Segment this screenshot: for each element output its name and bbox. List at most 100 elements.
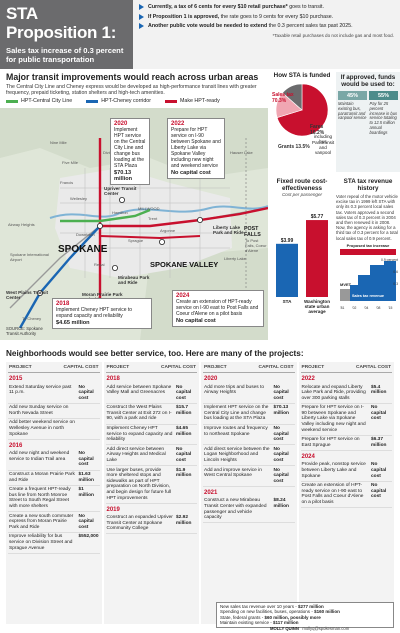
fixed-bar-label: STA [282,299,292,304]
source-note: SOURCE: Spokane Transit Authority [6,326,43,336]
project-cost: $6.37 million [371,437,387,448]
year-heading: 2020 [204,376,218,382]
project-cost: No capital cost [176,446,192,464]
label-west-plains: West Plains Transit Center [6,290,49,300]
route-central-city-line [60,208,151,223]
project-text: Relocate and expand Liberty Lake Park an… [301,384,366,401]
table-row: Add and improve service in West Central … [203,466,295,487]
table-row: Construct a new Mirabeau Transit Center … [203,497,295,524]
pie-label-fares: Fares 16.2% [310,124,325,136]
header-project: PROJECT [106,365,130,370]
table-row: Prepare for HPT service on East Sprague $… [300,436,392,451]
project-text: Add direct service between Airway Height… [106,446,166,464]
label-airway-heights: Airway Heights [8,222,35,227]
route-cheney-corridor [18,225,101,329]
label-post-falls: POST FALLS [244,226,261,238]
project-text: Create a frequent HPT-ready bus line fro… [9,487,71,509]
label-downtown: Downtown [76,232,95,237]
header-project: PROJECT [204,365,227,370]
spokane-river [49,205,268,219]
project-cost: No capital cost [371,462,387,479]
project-text: Extend Saturday service past 11 p.m. [9,384,72,396]
project-text: Add service between Spokane Valley Mall … [106,384,172,396]
pie-label-sales: Sales tax 70.3% [272,92,294,104]
fixed-subtitle: Cost per passenger [281,192,323,197]
approved-desc-maintain: Maintain existing bus, paratransit and v… [338,101,367,121]
x-tick: '81 [340,306,345,310]
revenue-summary: New sales tax revenue over 10 years - $2… [216,602,394,628]
y-tick: 0.3 [393,282,398,286]
label-argonne: Argonne [160,228,176,233]
revenue-line: New sales tax revenue over 10 years - $2… [220,604,324,609]
table-column: PROJECT CAPITAL COST 2015 Extend Saturday s… [6,362,102,624]
label-wellesley: Wellesley [70,196,88,201]
footnote: *Taxable retail purchases do not include… [272,32,394,38]
projects-table: PROJECT CAPITAL COST 2015 Extend Saturday s… [6,362,394,624]
table-row: Add direct service between Airway Height… [105,445,197,467]
project-text: Provide peak, nonstop service between Li… [301,462,366,479]
table-row: Add service between Spokane Valley Mall … [105,383,197,404]
label-to-post-falls: To Post Falls, Coeur d'Alene [245,238,267,253]
approved-bar-maintain: 45% [338,91,367,100]
label-millwood: MILLWOOD [138,206,160,211]
table-row: Create a frequent HPT-ready bus line fro… [8,486,100,513]
project-text: Improve reliability for bus service on D… [9,534,73,551]
table-row: Improve routes and frequency to northeas… [203,425,295,446]
callout-2020: 2020 Implement HPT service on the Centra… [110,118,150,185]
right-column: How STA is funded Sales tax 70.3% Fares 1… [270,72,400,344]
table-row: Implement HPT service on the Central Cit… [203,404,295,425]
project-text: Add direct service between the Logan Nei… [204,446,270,464]
proposed-band [340,248,396,255]
fixed-route-box: Fixed route cost-effectiveness Cost per … [270,178,334,344]
project-text: Prepare for HPT service on I-90 between … [301,405,366,433]
transit-description: The Central City Line and Cheney express… [6,84,257,97]
table-row: Construct an expanded Upriver Transit Ce… [105,514,197,535]
mvet-area [340,288,350,301]
header-bullets: Currently, a tax of 6 cents for every $1… [133,0,400,69]
table-row: Use larger buses, provide more sheltered… [105,466,197,504]
revenue-line: Maintain existing service - $117 million [220,620,299,626]
header-title-block: STA Proposition 1: Sales tax increase of… [0,0,133,69]
fixed-route-chart: $3.99 STA $5.77 Washington state urban aver… [276,214,330,314]
project-cost: No capital cost [273,426,289,443]
y-tick: 0.9 percent [381,258,398,262]
tax-history-chart: Proposed tax increase MVET Sales tax rev… [340,243,398,310]
table-header: PROJECT CAPITAL COST [8,362,100,373]
table-row: Improve reliability for bus service on D… [8,533,100,554]
project-text: Add new night and weekend service to Ind… [9,451,70,462]
label-mirabeau: Mirabeau Park and Ride [118,275,150,285]
project-text: Construct a new Mirabeau Transit Center … [204,498,267,521]
project-text: Construct the West Plains Transit Center… [106,405,172,422]
proposed-label: Proposed tax increase [347,243,390,248]
project-cost: $4.65 million [176,426,192,437]
label-trent: Trent [148,216,158,221]
fixed-title: Fixed route cost-effectiveness [276,178,328,192]
callout-2024: 2024 Create an extension of HPT-ready se… [172,290,264,327]
project-cost: No capital cost [371,483,387,500]
revenue-line: Spending on new facilities, buses, opera… [220,609,340,615]
table-row: Construct the West Plains Transit Center… [105,404,197,425]
label-francis: Francis [60,180,74,185]
project-text: Add new Sunday service on North Nevada S… [9,405,69,416]
project-cost: $70.13 million [273,405,289,416]
table-column: PROJECT CAPITAL COST 2020 Add more trips an… [201,362,297,624]
x-ticks: '81 '02 '04 '08 '15 [340,306,393,310]
year-heading: 2024 [301,453,315,460]
header-cost: CAPITAL COST [161,365,196,370]
legend-swatch [6,99,18,103]
bullet-another-vote: Another public vote would be needed to e… [139,23,394,30]
header: STA Proposition 1: Sales tax increase of… [0,0,400,69]
label-five-mile: Five Mile [62,160,79,165]
fixed-bar-value: $5.77 [311,214,324,220]
route-hpt-ready-sprague [99,235,201,240]
page-title: STA Proposition 1: [6,4,117,42]
year-heading: 2021 [204,489,218,496]
tax-history-text: Voter repeal of the motor vehicle excise… [336,194,398,241]
mvet-label: MVET [340,282,352,287]
project-text: Add better weekend service on Wellesley … [9,420,75,437]
neighborhoods-title: Neighborhoods would see better service, … [6,349,304,358]
project-cost: No capital cost [273,384,289,401]
project-cost: $15.7 million [176,405,192,416]
callout-2018: 2018 Implement Cheney HPT service to exp… [52,298,152,329]
year-heading: 2022 [301,376,315,382]
